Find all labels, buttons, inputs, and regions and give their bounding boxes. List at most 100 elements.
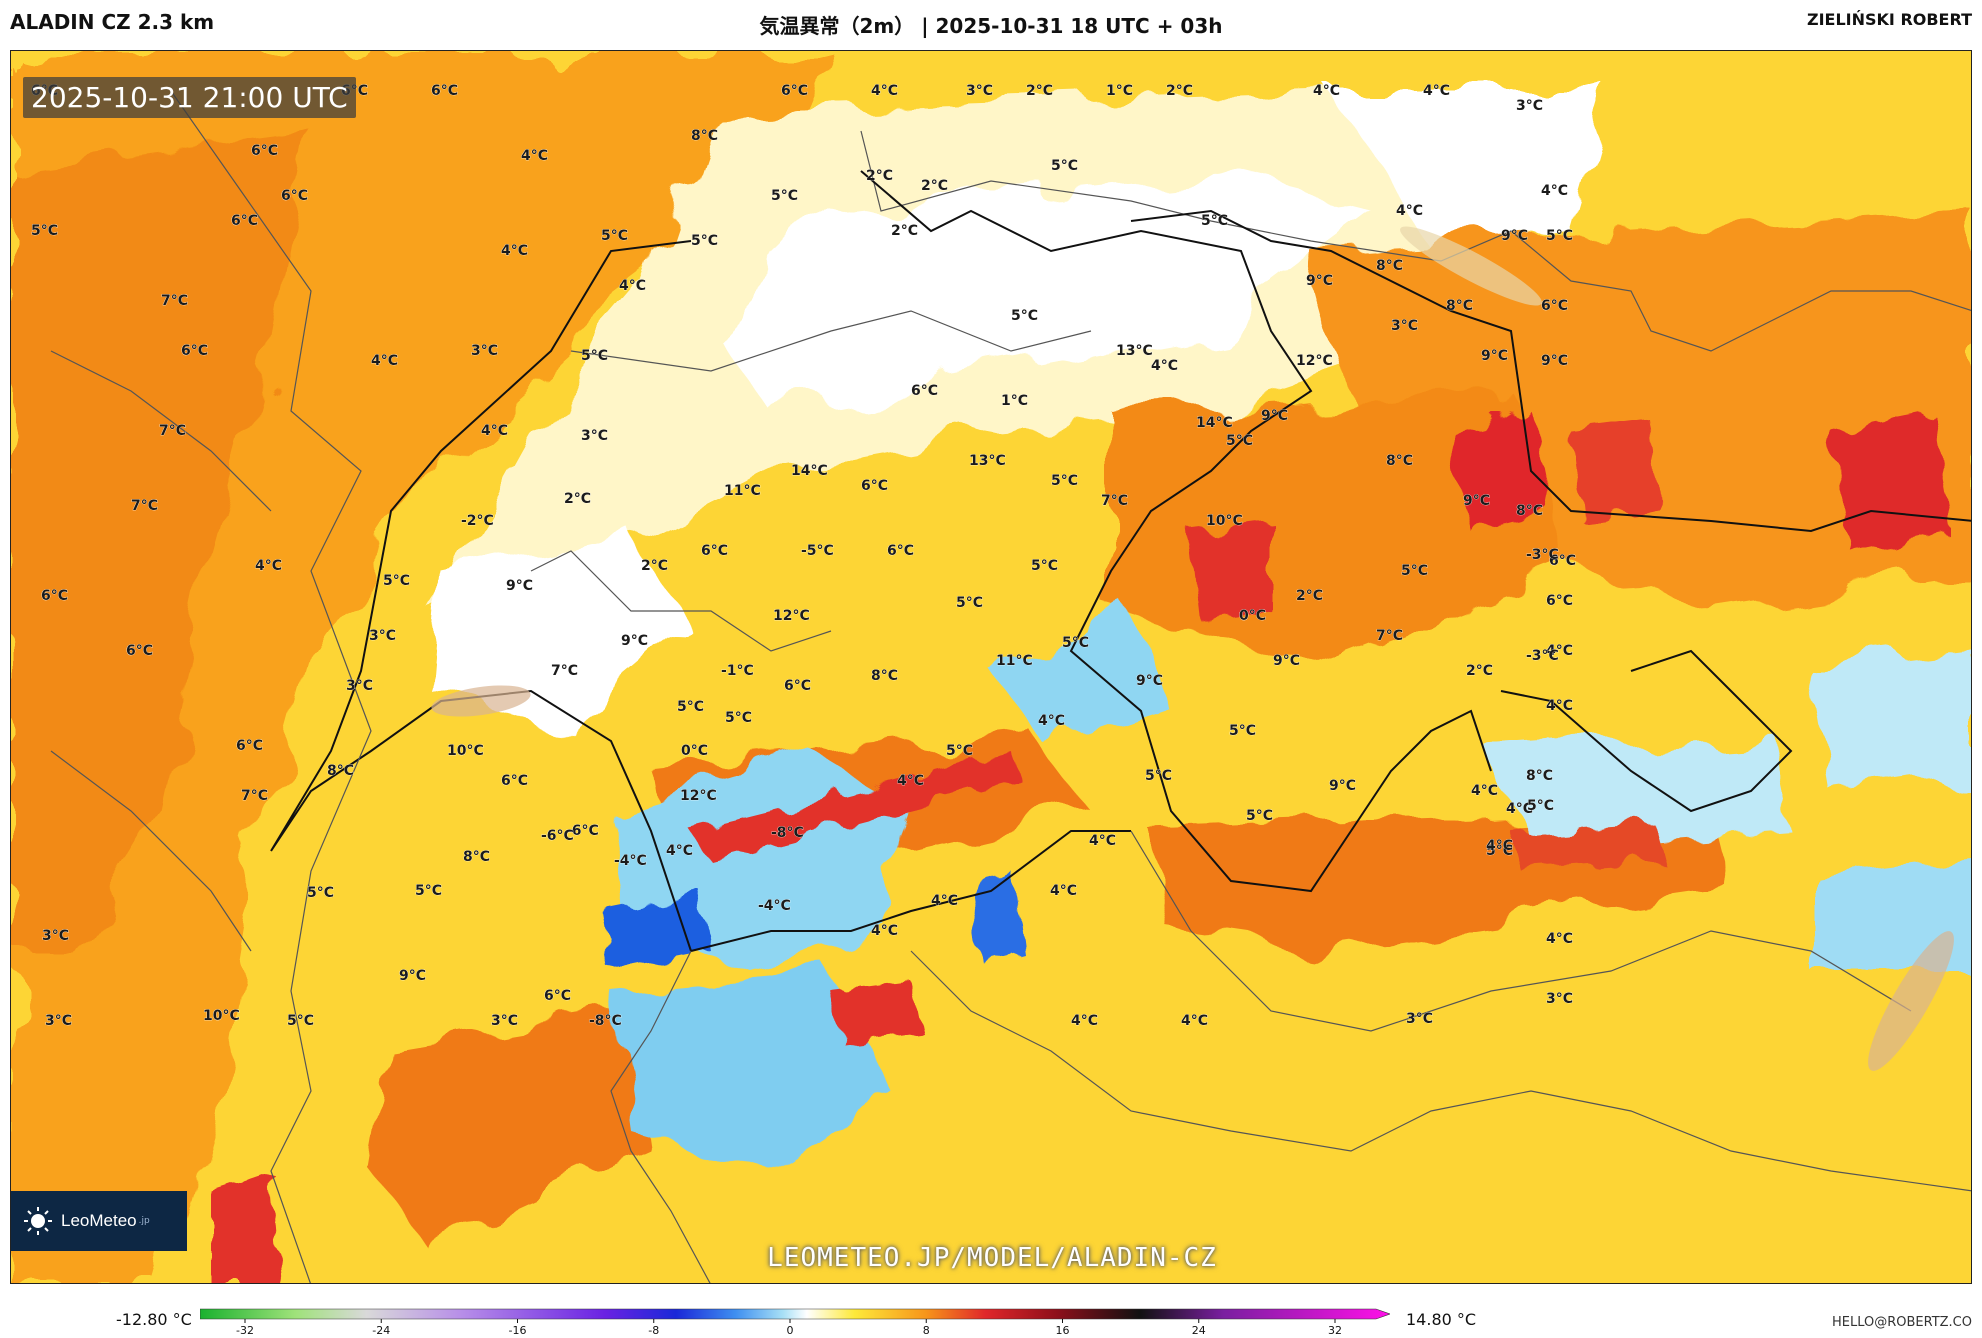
temperature-label: 5°C (581, 348, 608, 364)
temperature-label: 6°C (181, 343, 208, 359)
temperature-label: 4°C (1546, 698, 1573, 714)
temperature-label: 8°C (871, 668, 898, 684)
temperature-label: 6°C (281, 188, 308, 204)
temperature-label: 4°C (1181, 1013, 1208, 1029)
temperature-label: -2°C (461, 513, 494, 529)
temperature-label: 13°C (969, 453, 1006, 469)
temperature-label: 5°C (1226, 433, 1253, 449)
temperature-label: 9°C (1501, 228, 1528, 244)
temperature-label: 8°C (691, 128, 718, 144)
temperature-label: 2°C (564, 491, 591, 507)
temperature-label: 9°C (1136, 673, 1163, 689)
legend-tick-label: 24 (1192, 1324, 1206, 1336)
temperature-label: 4°C (1071, 1013, 1098, 1029)
page-title: 気温異常（2m） | 2025-10-31 18 UTC + 03h (759, 14, 1223, 38)
temperature-label: 2°C (1296, 588, 1323, 604)
temperature-label: 4°C (521, 148, 548, 164)
temperature-label: 3°C (42, 928, 69, 944)
temperature-label: 2°C (921, 178, 948, 194)
temperature-label: 6°C (887, 543, 914, 559)
temperature-label: 7°C (1101, 493, 1128, 509)
temperature-label: 5°C (1051, 473, 1078, 489)
temperature-label: 2°C (1466, 663, 1493, 679)
temperature-label: 4°C (501, 243, 528, 259)
temperature-label: 8°C (1516, 503, 1543, 519)
legend-tick-label: -16 (509, 1324, 527, 1336)
temperature-label: 4°C (371, 353, 398, 369)
temperature-label: 4°C (1089, 833, 1116, 849)
anomaly-shading (11, 51, 1971, 1283)
temperature-label: 5°C (1011, 308, 1038, 324)
temperature-label: 3°C (1516, 98, 1543, 114)
color-legend: -12.80 °C -32 -24 -16- (0, 1284, 1982, 1338)
temperature-label: 7°C (551, 663, 578, 679)
temperature-label: 6°C (861, 478, 888, 494)
temperature-label: 5°C (677, 699, 704, 715)
temperature-label: 2°C (641, 558, 668, 574)
temperature-label: 4°C (897, 773, 924, 789)
temperature-label: 6°C (701, 543, 728, 559)
temperature-label: 9°C (1261, 408, 1288, 424)
author-email: HELLO@ROBERTZ.CO (1831, 1315, 1972, 1330)
temperature-label: 7°C (1376, 628, 1403, 644)
temperature-label: 6°C (911, 383, 938, 399)
temperature-label: 9°C (399, 968, 426, 984)
temperature-label: 8°C (1386, 453, 1413, 469)
temperature-label: 4°C (481, 423, 508, 439)
temperature-label: 11°C (996, 653, 1033, 669)
temperature-label: 5°C (1145, 768, 1172, 784)
temperature-label: 9°C (1273, 653, 1300, 669)
temperature-label: 14°C (1196, 415, 1233, 431)
temperature-label: -8°C (771, 825, 804, 841)
temperature-label: 4°C (1486, 838, 1513, 854)
legend-tick-label: -8 (648, 1324, 659, 1336)
temperature-label: 6°C (781, 83, 808, 99)
legend-min-value: -12.80 °C (116, 1310, 192, 1329)
temperature-label: 8°C (1446, 298, 1473, 314)
temperature-label: 2°C (1166, 83, 1193, 99)
temperature-label: -5°C (801, 543, 834, 559)
temperature-label: 5°C (691, 233, 718, 249)
temperature-label: 3°C (491, 1013, 518, 1029)
temperature-label: 4°C (1050, 883, 1077, 899)
temperature-label: 3°C (1406, 1011, 1433, 1027)
temperature-label: 4°C (1471, 783, 1498, 799)
temperature-label: 4°C (1423, 83, 1450, 99)
temperature-label: 4°C (1038, 713, 1065, 729)
temperature-label: 5°C (1229, 723, 1256, 739)
temperature-label: 12°C (1296, 353, 1333, 369)
legend-tick-label: 0 (787, 1324, 794, 1336)
temperature-label: 5°C (725, 710, 752, 726)
temperature-label: 8°C (1526, 768, 1553, 784)
temperature-label: 5°C (1246, 808, 1273, 824)
temperature-label: 13°C (1116, 343, 1153, 359)
temperature-label: 5°C (1527, 798, 1554, 814)
watermark-url: LEOMETEO.JP/MODEL/ALADIN-CZ (767, 1243, 1217, 1273)
temperature-label: 5°C (946, 743, 973, 759)
temperature-label: 10°C (1206, 513, 1243, 529)
temperature-label: 0°C (1239, 608, 1266, 624)
legend-tick-label: 32 (1328, 1324, 1342, 1336)
temperature-label: 6°C (544, 988, 571, 1004)
legend-max-value: 14.80 °C (1406, 1310, 1477, 1329)
temperature-label: -4°C (614, 853, 647, 869)
temperature-label: 5°C (287, 1013, 314, 1029)
temperature-label: 5°C (956, 595, 983, 611)
temperature-label: 12°C (773, 608, 810, 624)
temperature-label: 4°C (871, 923, 898, 939)
temperature-label: 4°C (1313, 83, 1340, 99)
temperature-label: 9°C (1329, 778, 1356, 794)
timestamp-badge: 2025-10-31 21:00 UTC (23, 77, 356, 118)
temperature-label: 6°C (1546, 593, 1573, 609)
temperature-label: 4°C (666, 843, 693, 859)
temperature-label: -6°C (541, 828, 574, 844)
temperature-label: 5°C (415, 883, 442, 899)
temperature-label: 3°C (1546, 991, 1573, 1007)
temperature-label: 5°C (383, 573, 410, 589)
temperature-label: 5°C (1201, 213, 1228, 229)
temperature-label: -8°C (589, 1013, 622, 1029)
sun-icon (24, 1207, 52, 1235)
temperature-label: 4°C (619, 278, 646, 294)
temperature-label: 6°C (1549, 553, 1576, 569)
legend-colorbar: -32 -24 -16 -8 0 8 16 24 32 (200, 1308, 1390, 1336)
